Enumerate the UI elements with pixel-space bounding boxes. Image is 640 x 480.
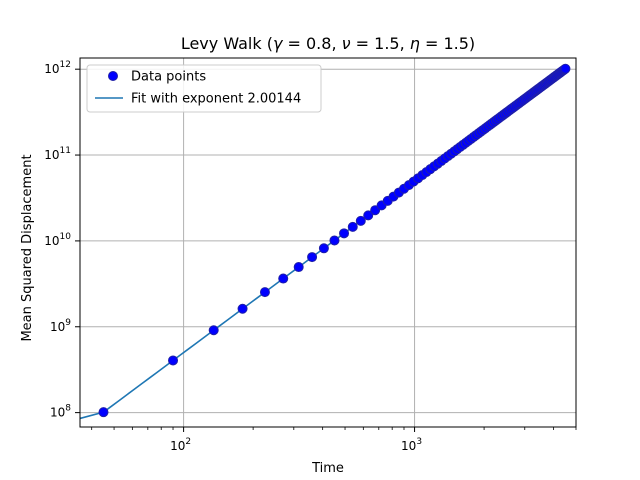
legend-marker-data-points <box>108 71 118 81</box>
y-tick-label-base: 10 <box>44 148 59 162</box>
x-axis-label: Time <box>311 461 344 476</box>
data-point <box>98 407 109 418</box>
data-point <box>293 262 304 273</box>
y-tick-label-exponent: 11 <box>60 146 71 156</box>
data-point <box>168 355 179 366</box>
y-tick-label: 109 <box>50 318 71 334</box>
x-tick-label: 103 <box>401 437 422 453</box>
data-point <box>339 228 350 239</box>
data-point <box>307 252 318 263</box>
legend-label-data-points: Data points <box>131 70 206 85</box>
y-tick-label: 1011 <box>44 146 71 162</box>
title-nu-symbol: ν <box>342 34 351 53</box>
data-point <box>208 325 219 336</box>
title-text-1: Levy Walk ( <box>181 34 273 53</box>
title-text-2: = 0.8, <box>282 34 341 53</box>
data-point <box>318 243 329 254</box>
data-point <box>329 235 340 246</box>
title-eta-symbol: η <box>410 34 420 53</box>
plot-frame <box>79 57 577 428</box>
x-tick-label-base: 10 <box>170 439 185 453</box>
data-point <box>363 210 374 221</box>
y-tick-label-base: 10 <box>44 234 59 248</box>
y-tick-label-base: 10 <box>50 406 65 420</box>
y-tick-label-base: 10 <box>44 62 59 76</box>
title-text-3: = 1.5, <box>351 34 410 53</box>
x-tick-label: 102 <box>170 437 191 453</box>
title-text-4: = 1.5) <box>420 34 475 53</box>
x-tick-label-exponent: 2 <box>185 437 191 447</box>
data-point <box>237 303 248 314</box>
grid-lines <box>80 58 576 427</box>
y-tick-label-base: 10 <box>50 320 65 334</box>
y-tick-label: 1010 <box>44 232 71 248</box>
data-point <box>347 221 358 232</box>
y-tick-label-exponent: 8 <box>65 404 71 414</box>
data-point <box>259 287 270 298</box>
data-point <box>560 63 571 74</box>
y-axis-label: Mean Squared Displacement <box>20 154 35 341</box>
y-tick-label-exponent: 9 <box>65 318 71 328</box>
y-tick-label-exponent: 10 <box>60 232 72 242</box>
legend-label-fit: Fit with exponent 2.00144 <box>131 92 301 107</box>
legend-box <box>86 64 322 113</box>
plot-series <box>79 63 571 420</box>
y-tick-label: 1012 <box>44 60 71 76</box>
chart-title: Levy Walk (γ = 0.8, ν = 1.5, η = 1.5) <box>181 34 475 53</box>
data-point <box>278 273 289 284</box>
x-tick-label-base: 10 <box>401 439 416 453</box>
x-tick-label-exponent: 3 <box>416 437 422 447</box>
legend: Data points Fit with exponent 2.00144 <box>86 64 322 113</box>
y-tick-label: 108 <box>50 404 71 420</box>
data-point <box>355 215 366 226</box>
title-gamma-symbol: γ <box>273 34 284 53</box>
y-tick-label-exponent: 12 <box>60 60 71 70</box>
